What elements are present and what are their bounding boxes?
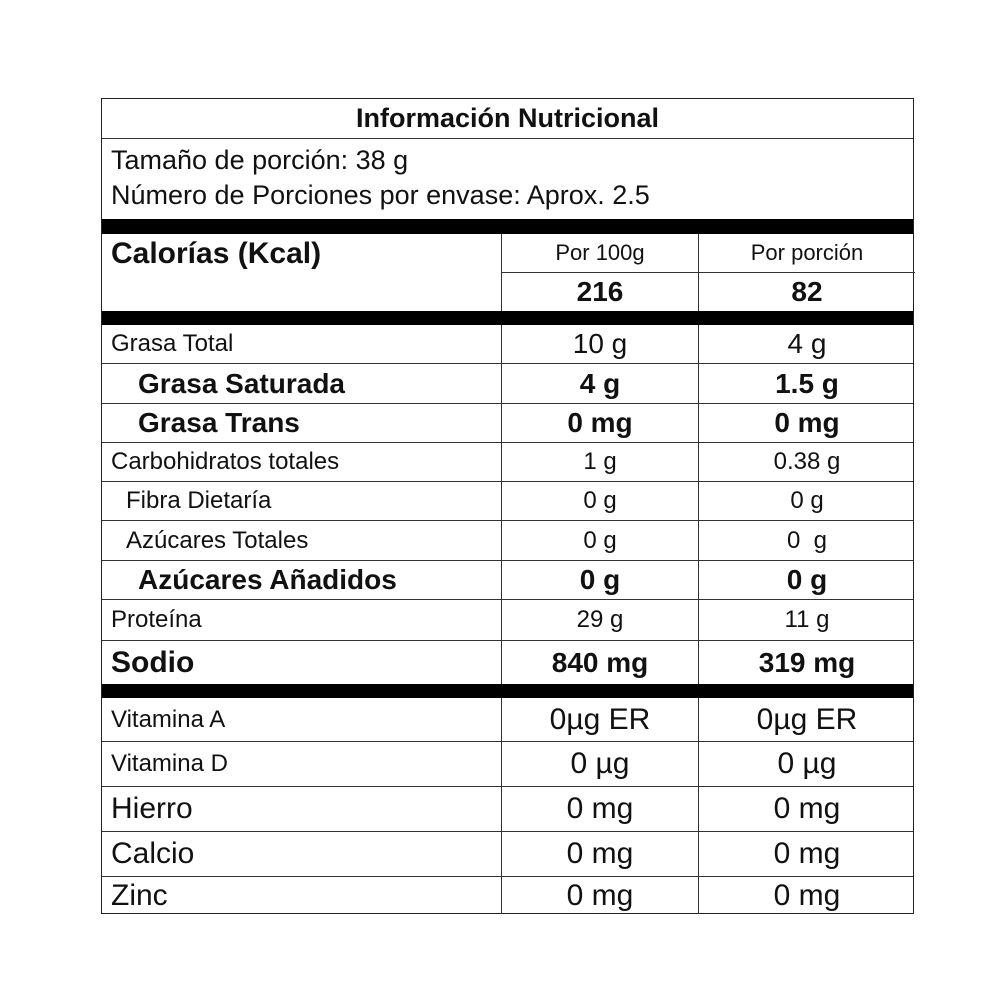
nutrient-row: Sodio 840 mg 319 mg xyxy=(102,641,913,684)
calories-per-serving: 82 xyxy=(791,276,823,307)
nutrient-name: Sodio xyxy=(111,645,195,679)
nutrient-name: Proteína xyxy=(111,606,202,633)
nutrient-name: Grasa Total xyxy=(111,330,234,357)
value-per-100g: 0µg ER xyxy=(501,698,698,741)
value-per-100g: 1 g xyxy=(501,443,698,481)
value-per-100g: 840 mg xyxy=(501,641,698,684)
value-per-serving: 0 mg xyxy=(698,832,915,876)
nutrition-facts-table: Información Nutricional Tamaño de porció… xyxy=(101,98,915,914)
servings-per-container: Número de Porciones por envase: Aprox. 2… xyxy=(111,180,650,210)
micronutrient-row: Vitamina D 0 µg 0 µg xyxy=(102,742,913,787)
micronutrient-row: Zinc 0 mg 0 mg xyxy=(102,877,913,914)
value-per-100g: 29 g xyxy=(501,600,698,640)
serving-info: Tamaño de porción: 38 g Número de Porcio… xyxy=(102,139,913,219)
serving-size: Tamaño de porción: 38 g xyxy=(111,145,409,175)
nutrient-row: Carbohidratos totales 1 g 0.38 g xyxy=(102,443,913,482)
table-title: Información Nutricional xyxy=(355,103,660,133)
value-per-serving: 11 g xyxy=(698,600,915,640)
title-row: Información Nutricional xyxy=(102,99,913,139)
micronutrient-name: Hierro xyxy=(111,792,193,825)
nutrient-name: Fibra Dietaría xyxy=(126,487,272,514)
value-per-serving: 0 mg xyxy=(698,404,915,442)
value-per-100g: 10 g xyxy=(501,325,698,363)
nutrient-row: Grasa Trans 0 mg 0 mg xyxy=(102,404,913,443)
nutrient-row: Fibra Dietaría 0 g 0 g xyxy=(102,482,913,521)
nutrient-row: Grasa Total 10 g 4 g xyxy=(102,325,913,364)
value-per-serving: 4 g xyxy=(698,325,915,363)
value-per-100g: 0 mg xyxy=(501,787,698,831)
value-per-100g: 0 mg xyxy=(501,877,698,914)
calories-row: Calorías (Kcal) Por 100g 216 Por porción… xyxy=(102,234,915,311)
value-per-serving: 319 mg xyxy=(698,641,915,684)
value-per-serving: 1.5 g xyxy=(698,364,915,403)
value-per-serving: 0 µg xyxy=(698,742,915,786)
micronutrient-row: Vitamina A 0µg ER 0µg ER xyxy=(102,698,913,742)
nutrient-name: Carbohidratos totales xyxy=(111,448,340,475)
nutrient-name: Azúcares Totales xyxy=(126,526,309,554)
value-per-serving: 0 mg xyxy=(698,877,915,914)
micronutrient-name: Zinc xyxy=(111,878,168,912)
calories-col1: Por 100g 216 xyxy=(501,234,698,311)
value-per-100g: 0 mg xyxy=(501,404,698,442)
nutrient-name: Grasa Trans xyxy=(138,407,300,438)
value-per-100g: 0 g xyxy=(501,482,698,520)
nutrient-name: Azúcares Añadidos xyxy=(138,564,397,595)
value-per-serving: 0µg ER xyxy=(698,698,915,741)
nutrient-row: Azúcares Totales 0 g 0 g xyxy=(102,521,913,561)
nutrient-row: Grasa Saturada 4 g 1.5 g xyxy=(102,364,913,404)
micronutrient-name: Vitamina D xyxy=(111,750,228,777)
thick-divider xyxy=(102,684,913,698)
calories-per-100g: 216 xyxy=(576,276,624,307)
micronutrient-row: Calcio 0 mg 0 mg xyxy=(102,832,913,877)
value-per-serving: 0 g xyxy=(698,521,915,560)
value-per-100g: 0 mg xyxy=(501,832,698,876)
micronutrient-name: Calcio xyxy=(111,837,195,870)
value-per-serving: 0.38 g xyxy=(698,443,915,481)
value-per-100g: 0 µg xyxy=(501,742,698,786)
micronutrient-name: Vitamina A xyxy=(111,705,226,733)
value-per-100g: 4 g xyxy=(501,364,698,403)
nutrient-name: Grasa Saturada xyxy=(138,367,345,399)
micronutrient-row: Hierro 0 mg 0 mg xyxy=(102,787,913,832)
value-per-100g: 0 g xyxy=(501,521,698,560)
col-header-per-100g: Por 100g xyxy=(502,234,698,273)
nutrient-row: Azúcares Añadidos 0 g 0 g xyxy=(102,561,913,600)
value-per-serving: 0 g xyxy=(698,561,915,599)
calories-col2: Por porción 82 xyxy=(698,234,915,311)
value-per-serving: 0 g xyxy=(698,482,915,520)
thick-divider xyxy=(102,219,913,234)
value-per-100g: 0 g xyxy=(501,561,698,599)
nutrient-row: Proteína 29 g 11 g xyxy=(102,600,913,641)
col-header-per-serving: Por porción xyxy=(699,234,915,273)
thick-divider xyxy=(102,311,913,325)
calories-label: Calorías (Kcal) xyxy=(111,237,322,270)
value-per-serving: 0 mg xyxy=(698,787,915,831)
